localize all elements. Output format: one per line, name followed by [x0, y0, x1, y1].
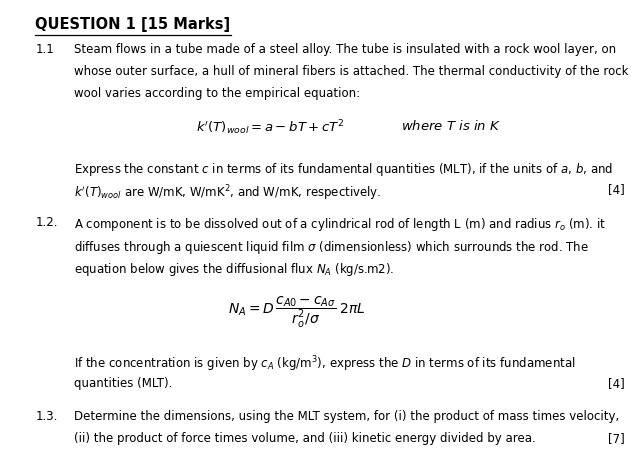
Text: 1.2.: 1.2.: [35, 216, 58, 229]
Text: QUESTION 1 [15 Marks]: QUESTION 1 [15 Marks]: [35, 17, 230, 32]
Text: [4]: [4]: [608, 183, 625, 196]
Text: $k'(T)_{wool}$ are W/mK, W/mK$^2$, and W/mK, respectively.: $k'(T)_{wool}$ are W/mK, W/mK$^2$, and W…: [74, 183, 381, 203]
Text: where $T$ is in K: where $T$ is in K: [401, 119, 501, 132]
Text: diffuses through a quiescent liquid film $\sigma$ (dimensionless) which surround: diffuses through a quiescent liquid film…: [74, 238, 588, 256]
Text: If the concentration is given by $c_A$ (kg/m$^3$), express the $D$ in terms of i: If the concentration is given by $c_A$ (…: [74, 355, 575, 374]
Text: 1.3.: 1.3.: [35, 410, 58, 423]
Text: quantities (MLT).: quantities (MLT).: [74, 377, 172, 390]
Text: Express the constant $c$ in terms of its fundamental quantities (MLT), if the un: Express the constant $c$ in terms of its…: [74, 161, 613, 178]
Text: Steam flows in a tube made of a steel alloy. The tube is insulated with a rock w: Steam flows in a tube made of a steel al…: [74, 43, 616, 56]
Text: [4]: [4]: [608, 377, 625, 390]
Text: (ii) the product of force times volume, and (iii) kinetic energy divided by area: (ii) the product of force times volume, …: [74, 432, 535, 445]
Text: wool varies according to the empirical equation:: wool varies according to the empirical e…: [74, 87, 360, 100]
Text: $N_A = D\,\dfrac{c_{A0} - c_{A\sigma}}{r_o^2/\sigma}\;2\pi L$: $N_A = D\,\dfrac{c_{A0} - c_{A\sigma}}{r…: [228, 294, 365, 330]
Text: [7]: [7]: [608, 432, 625, 445]
Text: $k'(T)_{wool} = a - bT + cT^2$: $k'(T)_{wool} = a - bT + cT^2$: [196, 119, 344, 137]
Text: whose outer surface, a hull of mineral fibers is attached. The thermal conductiv: whose outer surface, a hull of mineral f…: [74, 65, 628, 78]
Text: Determine the dimensions, using the MLT system, for (i) the product of mass time: Determine the dimensions, using the MLT …: [74, 410, 619, 423]
Text: A component is to be dissolved out of a cylindrical rod of length L (m) and radi: A component is to be dissolved out of a …: [74, 216, 606, 233]
Text: 1.1: 1.1: [35, 43, 54, 56]
Text: equation below gives the diffusional flux $N_A$ (kg/s.m2).: equation below gives the diffusional flu…: [74, 261, 394, 278]
